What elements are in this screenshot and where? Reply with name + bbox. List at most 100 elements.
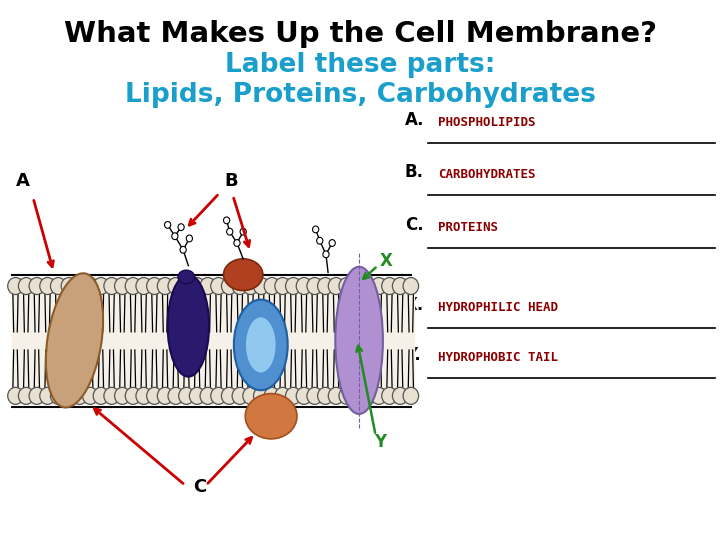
Circle shape: [179, 387, 194, 404]
Text: A.: A.: [405, 111, 425, 129]
Circle shape: [136, 387, 151, 404]
Circle shape: [172, 233, 178, 240]
Circle shape: [40, 278, 55, 294]
Circle shape: [318, 387, 333, 404]
Circle shape: [83, 387, 98, 404]
Circle shape: [211, 387, 226, 404]
Circle shape: [147, 278, 162, 294]
Circle shape: [382, 278, 397, 294]
Circle shape: [323, 251, 329, 258]
Bar: [12, 278, 414, 404]
Circle shape: [179, 278, 194, 294]
Circle shape: [329, 240, 336, 246]
Circle shape: [392, 278, 408, 294]
Circle shape: [40, 387, 55, 404]
Circle shape: [234, 240, 240, 246]
Circle shape: [339, 278, 354, 294]
Circle shape: [104, 387, 120, 404]
Text: Y: Y: [374, 433, 387, 451]
Circle shape: [222, 278, 237, 294]
Circle shape: [180, 246, 186, 253]
Circle shape: [50, 278, 66, 294]
Text: C: C: [194, 478, 207, 496]
Ellipse shape: [246, 394, 297, 439]
Circle shape: [307, 278, 323, 294]
Circle shape: [403, 278, 418, 294]
Circle shape: [19, 387, 34, 404]
Ellipse shape: [246, 316, 276, 373]
Circle shape: [275, 387, 290, 404]
Circle shape: [264, 387, 279, 404]
Circle shape: [307, 387, 323, 404]
Circle shape: [312, 226, 319, 233]
Circle shape: [29, 387, 45, 404]
Circle shape: [93, 278, 109, 294]
Text: A: A: [16, 172, 30, 191]
Text: X: X: [380, 252, 392, 269]
Circle shape: [403, 387, 418, 404]
Circle shape: [318, 278, 333, 294]
Circle shape: [164, 221, 171, 228]
Circle shape: [296, 387, 312, 404]
Ellipse shape: [168, 275, 209, 376]
Circle shape: [72, 278, 87, 294]
Circle shape: [360, 278, 376, 294]
Text: Lipids, Proteins, Carbohydrates: Lipids, Proteins, Carbohydrates: [125, 82, 595, 108]
Text: PHOSPHOLIPIDS: PHOSPHOLIPIDS: [438, 116, 536, 129]
Circle shape: [232, 387, 248, 404]
Circle shape: [168, 278, 184, 294]
Circle shape: [147, 387, 162, 404]
Circle shape: [125, 278, 141, 294]
Circle shape: [61, 387, 76, 404]
Circle shape: [350, 278, 365, 294]
Circle shape: [296, 278, 312, 294]
Circle shape: [227, 228, 233, 235]
Circle shape: [392, 387, 408, 404]
Circle shape: [243, 387, 258, 404]
Circle shape: [360, 387, 376, 404]
Text: CARBOHYDRATES: CARBOHYDRATES: [438, 168, 536, 181]
Circle shape: [253, 278, 269, 294]
Circle shape: [72, 387, 87, 404]
Circle shape: [264, 278, 279, 294]
Circle shape: [286, 387, 301, 404]
Circle shape: [200, 387, 215, 404]
Ellipse shape: [178, 270, 194, 284]
Circle shape: [114, 387, 130, 404]
Circle shape: [93, 387, 109, 404]
Circle shape: [211, 278, 226, 294]
Circle shape: [328, 387, 344, 404]
Text: B.: B.: [405, 163, 424, 181]
Circle shape: [50, 387, 66, 404]
Circle shape: [382, 387, 397, 404]
Text: HYDROPHOBIC TAIL: HYDROPHOBIC TAIL: [438, 351, 558, 364]
Circle shape: [371, 278, 387, 294]
Text: X.: X.: [405, 296, 424, 314]
Circle shape: [253, 387, 269, 404]
Text: Y.: Y.: [405, 346, 420, 364]
Circle shape: [114, 278, 130, 294]
Circle shape: [317, 238, 323, 244]
Circle shape: [8, 278, 23, 294]
Ellipse shape: [223, 259, 263, 291]
Circle shape: [157, 387, 173, 404]
Circle shape: [83, 278, 98, 294]
Circle shape: [61, 278, 76, 294]
Circle shape: [286, 278, 301, 294]
Text: PROTEINS: PROTEINS: [438, 221, 498, 234]
Circle shape: [222, 387, 237, 404]
Circle shape: [136, 278, 151, 294]
Circle shape: [328, 278, 344, 294]
Ellipse shape: [336, 267, 383, 414]
Text: What Makes Up the Cell Membrane?: What Makes Up the Cell Membrane?: [63, 20, 657, 48]
Circle shape: [232, 278, 248, 294]
Circle shape: [200, 278, 215, 294]
Circle shape: [157, 278, 173, 294]
Text: Label these parts:: Label these parts:: [225, 52, 495, 78]
Circle shape: [243, 278, 258, 294]
Circle shape: [240, 228, 246, 235]
Circle shape: [339, 387, 354, 404]
Circle shape: [223, 217, 230, 224]
Circle shape: [104, 278, 120, 294]
Circle shape: [178, 224, 184, 231]
